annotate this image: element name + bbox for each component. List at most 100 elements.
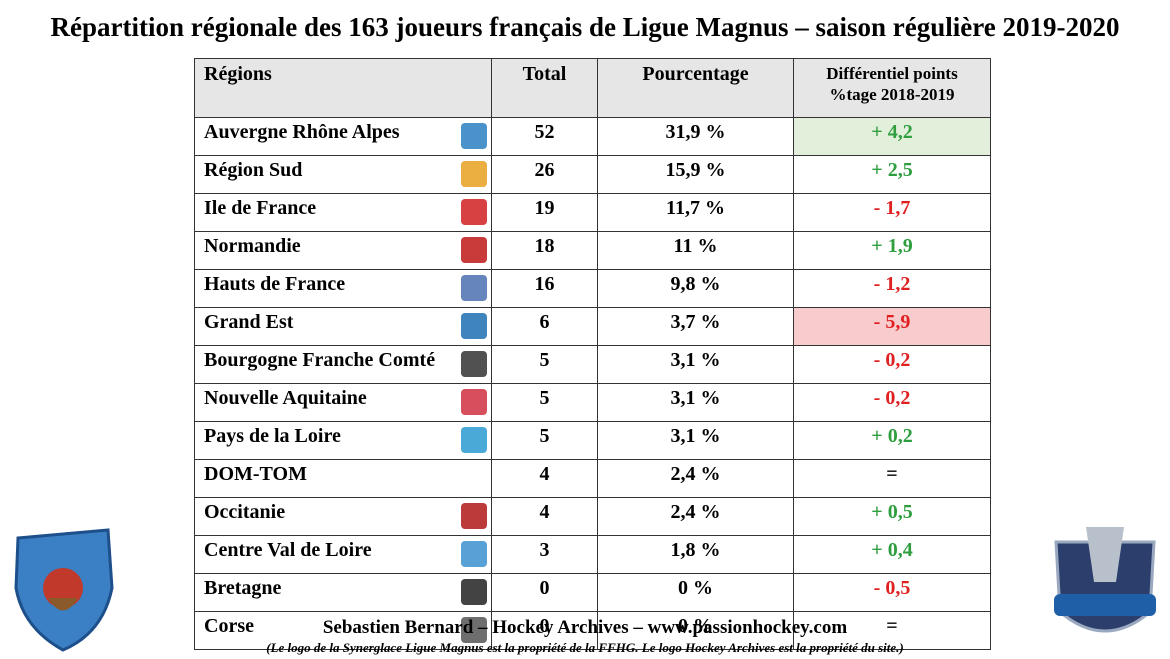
diff-cell: = (793, 459, 991, 498)
percent-cell: 3,1 % (597, 383, 794, 422)
region-cell: Occitanie (194, 497, 492, 536)
region-cell: Hauts de France (194, 269, 492, 308)
table: Régions Total Pourcentage Différentiel poin… (194, 58, 991, 650)
table-row: Occitanie 4 2,4 % + 0,5 (194, 497, 991, 536)
region-logo (461, 579, 487, 605)
table-row: Ile de France 19 11,7 % - 1,7 (194, 193, 991, 232)
diff-cell: - 0,2 (793, 345, 991, 384)
region-logo (461, 427, 487, 453)
region-cell: Grand Est (194, 307, 492, 346)
region-logo (461, 503, 487, 529)
percent-cell: 3,1 % (597, 345, 794, 384)
table-row: Région Sud 26 15,9 % + 2,5 (194, 155, 991, 194)
header-cell: Total (491, 58, 598, 118)
region-logo (461, 123, 487, 149)
region-cell: Bourgogne Franche Comté (194, 345, 492, 384)
total-cell: 4 (491, 459, 598, 498)
note: (Le logo de la Synerglace Ligue Magnus e… (266, 640, 904, 655)
total-cell: 4 (491, 497, 598, 536)
hockey-archives-logo (14, 528, 114, 652)
table-row: Auvergne Rhône Alpes 52 31,9 % + 4,2 (194, 117, 991, 156)
percent-cell: 3,7 % (597, 307, 794, 346)
diff-cell: - 0,2 (793, 383, 991, 422)
diff-cell: + 0,4 (793, 535, 991, 574)
percent-cell: 2,4 % (597, 459, 794, 498)
region-logo (461, 275, 487, 301)
percent-cell: 11,7 % (597, 193, 794, 232)
title: Répartition régionale des 163 joueurs fr… (50, 12, 1120, 42)
diff-cell: + 0,5 (793, 497, 991, 536)
region-name: Grand Est (204, 311, 294, 333)
credit: Sebastien Bernard – Hockey Archives – ww… (322, 617, 848, 638)
table-row: Corse 0 0 % = (194, 611, 991, 650)
table-body: Auvergne Rhône Alpes 52 31,9 % + 4,2 Région … (194, 117, 991, 650)
region-name: Normandie (204, 235, 301, 257)
region-name: Bourgogne Franche Comté (204, 349, 436, 371)
region-logo (461, 541, 487, 567)
region-name: Corse (204, 615, 254, 637)
total-cell: 3 (491, 535, 598, 574)
region-name: Ile de France (204, 197, 317, 219)
diff-cell: + 0,2 (793, 421, 991, 460)
region-cell: Auvergne Rhône Alpes (194, 117, 492, 156)
diff-cell: + 1,9 (793, 231, 991, 270)
percent-cell: 31,9 % (597, 117, 794, 156)
percent-cell: 1,8 % (597, 535, 794, 574)
table-row: Hauts de France 16 9,8 % - 1,2 (194, 269, 991, 308)
percent-cell: 3,1 % (597, 421, 794, 460)
region-cell: Corse (194, 611, 492, 650)
region-logo (461, 199, 487, 225)
table-row: DOM-TOM 4 2,4 % = (194, 459, 991, 498)
total-cell: 0 (491, 573, 598, 612)
header-row: Régions Total Pourcentage Différentiel poin… (194, 58, 991, 118)
region-name: Pays de la Loire (204, 425, 341, 447)
table-row: Bourgogne Franche Comté 5 3,1 % - 0,2 (194, 345, 991, 384)
region-name: DOM-TOM (204, 463, 307, 485)
percent-cell: 11 % (597, 231, 794, 270)
percent-cell: 0 % (597, 611, 794, 650)
header-cell: Pourcentage (597, 58, 794, 118)
region-name: Hauts de France (204, 273, 346, 295)
region-name: Nouvelle Aquitaine (204, 387, 367, 409)
table-row: Grand Est 6 3,7 % - 5,9 (194, 307, 991, 346)
region-logo (461, 351, 487, 377)
percent-cell: 15,9 % (597, 155, 794, 194)
region-cell: Centre Val de Loire (194, 535, 492, 574)
percent-cell: 0 % (597, 573, 794, 612)
region-logo (461, 617, 487, 643)
total-cell: 26 (491, 155, 598, 194)
total-cell: 6 (491, 307, 598, 346)
region-logo (461, 161, 487, 187)
region-cell: Ile de France (194, 193, 492, 232)
region-name: Bretagne (204, 577, 282, 599)
diff-cell: + 2,5 (793, 155, 991, 194)
region-logo (461, 237, 487, 263)
region-cell: Bretagne (194, 573, 492, 612)
table-row: Nouvelle Aquitaine 5 3,1 % - 0,2 (194, 383, 991, 422)
diff-cell: - 1,7 (793, 193, 991, 232)
region-cell: Région Sud (194, 155, 492, 194)
table-row: Centre Val de Loire 3 1,8 % + 0,4 (194, 535, 991, 574)
total-cell: 16 (491, 269, 598, 308)
diff-cell: - 1,2 (793, 269, 991, 308)
table-row: Normandie 18 11 % + 1,9 (194, 231, 991, 270)
total-cell: 5 (491, 345, 598, 384)
total-cell: 0 (491, 611, 598, 650)
ligue-magnus-logo (1054, 527, 1156, 633)
table-row: Bretagne 0 0 % - 0,5 (194, 573, 991, 612)
total-cell: 19 (491, 193, 598, 232)
percent-cell: 2,4 % (597, 497, 794, 536)
table-row: Pays de la Loire 5 3,1 % + 0,2 (194, 421, 991, 460)
total-cell: 5 (491, 421, 598, 460)
region-cell: Pays de la Loire (194, 421, 492, 460)
region-cell: Nouvelle Aquitaine (194, 383, 492, 422)
region-cell: Normandie (194, 231, 492, 270)
header-cell: Régions (194, 58, 492, 118)
diff-cell: + 4,2 (793, 117, 991, 156)
region-logo (461, 313, 487, 339)
total-cell: 5 (491, 383, 598, 422)
diff-cell: = (793, 611, 991, 650)
diff-cell: - 0,5 (793, 573, 991, 612)
region-name: Occitanie (204, 501, 286, 523)
diff-cell: - 5,9 (793, 307, 991, 346)
